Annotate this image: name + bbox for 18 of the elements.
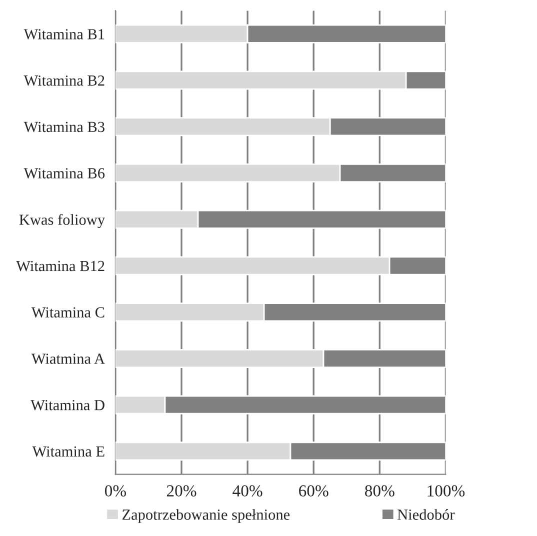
y-tick-label: Witamina B2 bbox=[24, 75, 104, 86]
x-tick-label: 0% bbox=[104, 485, 126, 497]
legend-label: Niedobór bbox=[397, 509, 455, 520]
x-tick-label: 80% bbox=[365, 485, 394, 497]
x-tick-label: 60% bbox=[299, 485, 328, 497]
x-tick-label: 100% bbox=[428, 485, 465, 497]
y-tick-label: Witamina B12 bbox=[16, 260, 104, 272]
y-tick-label: Wiatmina A bbox=[31, 354, 105, 364]
y-tick-label: Kwas foliowy bbox=[19, 214, 105, 228]
y-tick-label: Witamina B1 bbox=[24, 29, 104, 40]
y-tick-label: Witamina C bbox=[31, 307, 104, 318]
x-tick-label: 40% bbox=[232, 485, 262, 497]
y-tick-label: Witamina B3 bbox=[24, 122, 104, 132]
y-tick-label: Witamina D bbox=[30, 400, 104, 410]
y-tick-label: Witamina E bbox=[32, 446, 104, 457]
y-tick-label: Witamina B6 bbox=[24, 168, 105, 179]
legend-label: Zapotrzebowanie spełnione bbox=[122, 509, 290, 523]
x-tick-label: 20% bbox=[166, 485, 196, 497]
